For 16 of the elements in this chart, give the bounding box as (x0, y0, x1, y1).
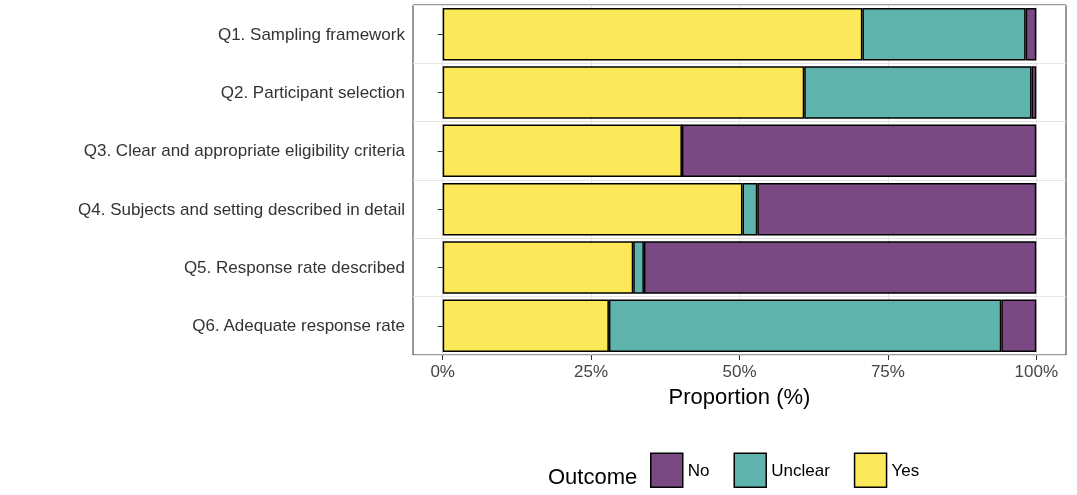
y-tick-label: Q2. Participant selection (220, 83, 405, 102)
y-tick-label: Q3. Clear and appropriate eligibility criteria (83, 141, 406, 161)
x-axis-title: Proportion (%) (668, 383, 811, 409)
x-tick-label: 50% (722, 362, 757, 381)
x-tick-label: 75% (870, 362, 905, 381)
x-tick-label: 100% (1014, 362, 1059, 381)
legend-label: No (687, 460, 710, 480)
y-tick-label: Q6. Adequate response rate (192, 316, 405, 336)
legend-label: Unclear (771, 460, 831, 480)
legend-title: Outcome (548, 463, 638, 489)
y-tick-label: Q4. Subjects and setting described in detail (78, 199, 405, 219)
x-tick-label: 25% (574, 362, 609, 381)
legend-label: Yes (891, 460, 920, 480)
y-tick-label: Q1. Sampling framework (217, 24, 406, 44)
x-tick-label: 0% (430, 362, 455, 381)
y-tick-label: Q5. Response rate described (183, 258, 405, 277)
